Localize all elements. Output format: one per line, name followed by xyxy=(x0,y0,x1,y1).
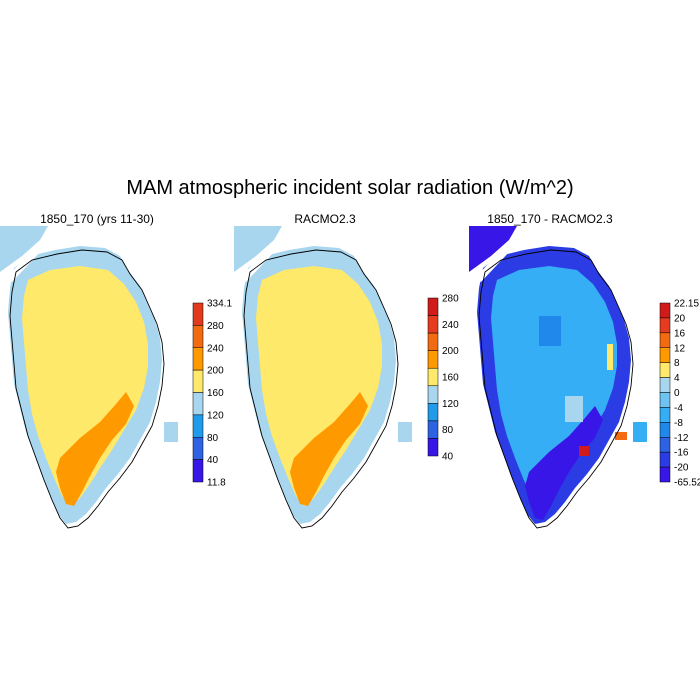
southern-high-zone xyxy=(290,392,368,506)
colorbar-tick-label: 240 xyxy=(207,343,224,354)
colorbar-swatch xyxy=(427,350,439,369)
colorbar-tick-label: 120 xyxy=(442,399,459,410)
interior-patch xyxy=(565,396,583,422)
colorbar-swatch xyxy=(659,407,671,423)
colorbar-swatch xyxy=(427,420,439,439)
colorbar-swatch xyxy=(659,437,671,453)
colorbar-swatch xyxy=(192,437,204,460)
colorbar-swatch xyxy=(659,466,671,483)
colorbar-tick-label: 240 xyxy=(442,320,459,331)
colorbar-swatch xyxy=(192,302,204,326)
colorbar-swatch xyxy=(427,315,439,334)
interior-field xyxy=(256,266,382,506)
colorbar-tick-label: -65.52 xyxy=(674,478,700,489)
colorbar-tick-label: 280 xyxy=(442,294,459,305)
colorbar-swatch xyxy=(427,438,439,457)
colorbar-swatch xyxy=(192,369,204,393)
figure-title: MAM atmospheric incident solar radiation… xyxy=(126,177,574,199)
east-coast-positive xyxy=(615,432,627,440)
ellesmere-corner xyxy=(0,226,48,272)
colorbar-tick-label: 16 xyxy=(674,328,686,339)
colorbar-tick-label: -20 xyxy=(674,463,689,474)
east-coast-positive xyxy=(607,344,613,370)
colorbar-tick-label: 22.15 xyxy=(674,299,699,310)
colorbar-tick-label: -8 xyxy=(674,418,683,429)
colorbar-swatch xyxy=(659,451,671,468)
interior-patch xyxy=(539,316,561,346)
colorbar-swatch xyxy=(427,297,439,316)
east-island xyxy=(164,422,178,442)
colorbar-tick-label: 120 xyxy=(207,410,224,421)
colorbar-tick-label: 80 xyxy=(207,433,219,444)
coastline xyxy=(9,249,165,529)
colorbar-swatch xyxy=(659,422,671,438)
colorbar-tick-label: 200 xyxy=(207,366,224,377)
colorbar-swatch xyxy=(659,377,671,393)
coastline xyxy=(478,249,634,529)
colorbar-tick-label: 20 xyxy=(674,313,686,324)
colorbar-swatch xyxy=(192,459,204,483)
map-panel-3 xyxy=(469,226,647,529)
east-coast-positive xyxy=(579,446,589,456)
interior-field xyxy=(22,266,148,506)
southern-high-zone xyxy=(56,392,134,506)
east-island xyxy=(633,422,647,442)
colorbar-tick-label: 8 xyxy=(674,358,680,369)
colorbar-tick-label: 12 xyxy=(674,343,686,354)
colorbar-tick-label: 0 xyxy=(674,388,680,399)
ellesmere-corner xyxy=(469,226,517,272)
colorbar-swatch xyxy=(427,385,439,404)
colorbar-3: 22.15 20 16 12 8 4 0 -4 -8 -12 -16 -20 -65.52 xyxy=(659,299,700,489)
nares-strait xyxy=(475,248,511,282)
ellesmere-corner xyxy=(234,226,282,272)
panel-1-title: 1850_170 (yrs 11-30) xyxy=(40,212,154,226)
colorbar-swatch xyxy=(659,347,671,363)
colorbar-tick-label: 160 xyxy=(207,388,224,399)
colorbar-tick-label: -12 xyxy=(674,433,689,444)
colorbar-tick-label: 4 xyxy=(674,373,680,384)
map-panel-2 xyxy=(234,226,412,529)
colorbar-swatch xyxy=(427,332,439,351)
colorbar-swatch xyxy=(659,332,671,349)
colorbar-tick-label: 11.8 xyxy=(207,478,226,489)
colorbar-swatch xyxy=(192,414,204,438)
panel-3-title: 1850_170 - RACMO2.3 xyxy=(487,212,613,226)
colorbar-tick-label: 80 xyxy=(442,425,454,436)
colorbar-tick-label: 200 xyxy=(442,346,459,357)
colorbar-swatch xyxy=(659,362,671,378)
colorbar-tick-label: 160 xyxy=(442,373,459,384)
southern-negative-zone xyxy=(525,406,603,520)
east-island xyxy=(398,422,412,442)
colorbar-tick-label: 40 xyxy=(207,455,219,466)
coastline xyxy=(243,249,399,529)
colorbar-swatch xyxy=(659,317,671,334)
nares-strait xyxy=(240,248,276,282)
colorbar-tick-label: 334.1 xyxy=(207,299,232,310)
colorbar-swatch xyxy=(659,302,671,319)
interior-field xyxy=(491,266,617,506)
colorbar-swatch xyxy=(659,392,671,408)
colorbar-swatch xyxy=(427,403,439,422)
colorbar-tick-label: 40 xyxy=(442,452,454,463)
nares-strait xyxy=(6,248,42,282)
panel-2-title: RACMO2.3 xyxy=(294,212,356,226)
colorbar-swatch xyxy=(192,325,204,348)
colorbar-tick-label: -4 xyxy=(674,403,683,414)
colorbar-tick-label: 280 xyxy=(207,321,224,332)
map-panel-1 xyxy=(0,226,178,529)
colorbar-1: 334.1 280 240 200 160 120 80 40 11.8 xyxy=(192,299,232,489)
colorbar-2: 280 240 200 160 120 80 40 xyxy=(427,294,459,463)
colorbar-swatch xyxy=(192,347,204,371)
colorbar-swatch xyxy=(192,392,204,416)
colorbar-swatch xyxy=(427,367,439,387)
colorbar-tick-label: -16 xyxy=(674,448,689,459)
